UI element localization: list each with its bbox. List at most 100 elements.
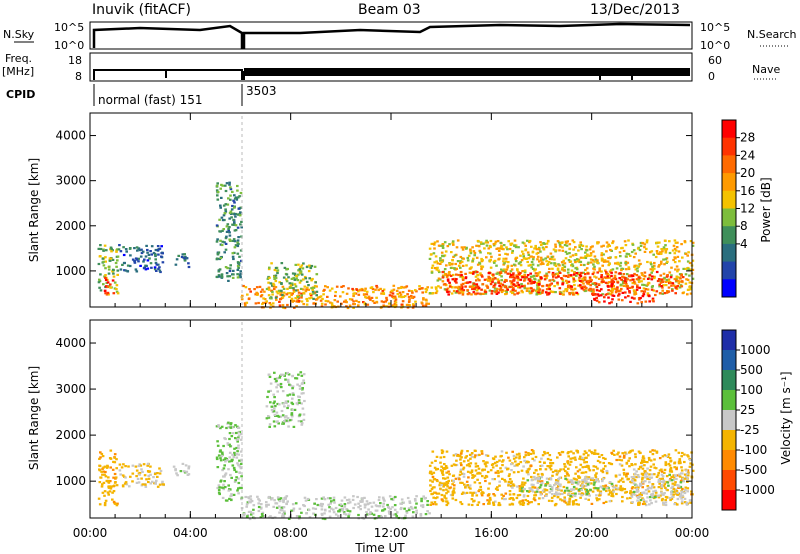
power-cell-7 bbox=[466, 256, 470, 260]
power-cell-5 bbox=[366, 303, 370, 306]
velocity-cell-6 bbox=[590, 477, 593, 480]
power-cell-7 bbox=[565, 244, 569, 247]
velocity-cell-6 bbox=[575, 503, 578, 506]
velocity-cell-6 bbox=[515, 453, 519, 456]
velocity-cell-4 bbox=[363, 506, 367, 509]
velocity-colorbar-swatch bbox=[722, 350, 736, 371]
power-cell-6 bbox=[299, 266, 302, 269]
power-cell-5 bbox=[263, 298, 267, 301]
velocity-cell-8 bbox=[682, 480, 685, 483]
power-cell-7 bbox=[605, 250, 608, 253]
power-cell-8 bbox=[643, 290, 647, 293]
velocity-cell-4 bbox=[388, 512, 392, 515]
velocity-cell-6 bbox=[563, 498, 567, 501]
velocity-cell-6 bbox=[433, 486, 436, 489]
power-cell-6 bbox=[272, 282, 275, 285]
velocity-cell-4 bbox=[414, 506, 417, 509]
power-cell-5 bbox=[346, 306, 350, 310]
power-cell-5 bbox=[355, 288, 359, 291]
power-cell-4 bbox=[221, 219, 225, 222]
power-cell-8 bbox=[514, 277, 517, 280]
power-cell-7 bbox=[430, 242, 434, 245]
power-cell-4 bbox=[233, 206, 236, 209]
power-cell-6 bbox=[313, 284, 317, 288]
velocity-cell-4 bbox=[307, 508, 311, 512]
velocity-cell-4 bbox=[340, 499, 344, 502]
velocity-cell-4 bbox=[265, 505, 268, 508]
velocity-cell-7 bbox=[574, 481, 578, 484]
power-cell-7 bbox=[686, 278, 690, 281]
velocity-cell-6 bbox=[468, 453, 472, 456]
velocity-cell-6 bbox=[659, 494, 662, 497]
velocity-cell-5 bbox=[300, 402, 303, 405]
power-cell-7 bbox=[584, 256, 588, 259]
power-cell-8 bbox=[441, 276, 445, 279]
velocity-cell-6 bbox=[440, 484, 443, 487]
velocity-cell-6 bbox=[464, 484, 468, 488]
power-cell-2 bbox=[157, 253, 160, 256]
power-cell-8 bbox=[480, 288, 483, 291]
velocity-cell-6 bbox=[440, 470, 444, 473]
velocity-cell-4 bbox=[329, 497, 332, 500]
power-cell-7 bbox=[584, 255, 587, 258]
power-cell-4 bbox=[234, 224, 238, 227]
power-cell-6 bbox=[280, 289, 283, 292]
velocity-cell-6 bbox=[641, 459, 644, 462]
power-cell-8 bbox=[631, 278, 635, 281]
velocity-cell-6 bbox=[442, 485, 445, 488]
power-cell-7 bbox=[636, 247, 640, 250]
power-cell-9 bbox=[597, 294, 601, 297]
velocity-cell-8 bbox=[683, 491, 687, 494]
velocity-cell-1 bbox=[136, 477, 140, 480]
power-cell-8 bbox=[538, 283, 541, 286]
velocity-cell-3 bbox=[229, 426, 232, 429]
power-cell-7 bbox=[451, 259, 454, 262]
velocity-cell-6 bbox=[468, 484, 472, 487]
power-cell-8 bbox=[646, 277, 650, 280]
velocity-cell-6 bbox=[429, 489, 432, 493]
power-colorbar-swatch bbox=[722, 261, 736, 280]
velocity-cell-2 bbox=[184, 464, 188, 467]
velocity-cell-4 bbox=[245, 505, 248, 508]
power-cell-7 bbox=[538, 271, 542, 274]
power-cell-8 bbox=[514, 289, 517, 292]
velocity-cell-6 bbox=[532, 452, 535, 455]
velocity-cell-6 bbox=[509, 485, 513, 488]
velocity-cell-8 bbox=[650, 476, 654, 479]
power-cell-5 bbox=[400, 303, 404, 306]
power-cell-4 bbox=[227, 197, 230, 200]
power-colorbar-swatch bbox=[722, 279, 736, 298]
power-cell-6 bbox=[300, 273, 304, 276]
power-cell-6 bbox=[309, 266, 313, 270]
velocity-cell-6 bbox=[653, 473, 656, 476]
velocity-cell-6 bbox=[539, 468, 542, 471]
power-cell-7 bbox=[637, 278, 640, 281]
power-cell-7 bbox=[469, 250, 472, 253]
velocity-cell-6 bbox=[598, 498, 601, 501]
velocity-cell-6 bbox=[501, 464, 504, 467]
velocity-cell-6 bbox=[549, 464, 552, 467]
power-cell-8 bbox=[681, 276, 685, 279]
velocity-cell-3 bbox=[239, 450, 243, 453]
power-cell-4 bbox=[231, 255, 235, 258]
power-cell-7 bbox=[454, 291, 458, 294]
velocity-cell-6 bbox=[474, 449, 477, 452]
power-cell-7 bbox=[573, 287, 577, 290]
x-axis: 00:00 04:00 08:00 12:00 16:00 20:00 00:00 bbox=[73, 113, 709, 540]
power-cell-7 bbox=[560, 292, 564, 296]
power-cell-5 bbox=[406, 293, 409, 296]
velocity-cell-6 bbox=[553, 494, 556, 498]
power-cell-5 bbox=[427, 302, 430, 305]
power-cell-2 bbox=[133, 261, 137, 264]
power-cell-8 bbox=[511, 288, 515, 291]
velocity-cell-7 bbox=[587, 477, 590, 480]
velocity-cell-0 bbox=[108, 457, 112, 460]
velocity-cell-6 bbox=[691, 469, 695, 472]
power-cell-8 bbox=[580, 271, 583, 274]
velocity-cell-4 bbox=[411, 507, 414, 510]
velocity-cell-3 bbox=[239, 462, 243, 465]
velocity-cell-7 bbox=[565, 486, 569, 489]
power-cell-6 bbox=[307, 284, 310, 287]
power-cell-8 bbox=[616, 289, 619, 292]
power-cell-8 bbox=[560, 277, 563, 280]
